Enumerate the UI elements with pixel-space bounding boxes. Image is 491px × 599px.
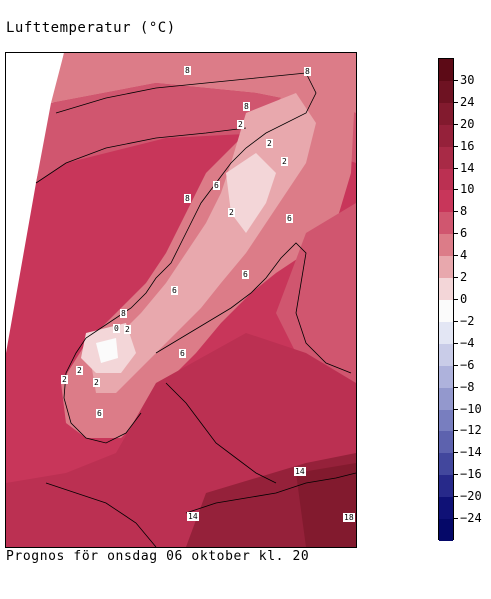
isoline-label: 2 — [237, 120, 244, 129]
legend-tick — [454, 167, 458, 169]
legend-label: 14 — [460, 160, 475, 175]
legend-color-swatch — [439, 256, 453, 279]
isoline-label: 2 — [124, 325, 131, 334]
legend-tick — [454, 299, 458, 300]
legend-color-swatch — [439, 431, 453, 454]
isoline-label: 2 — [61, 375, 68, 384]
legend-label: −6 — [460, 357, 475, 372]
legend-tick — [454, 518, 458, 520]
isoline-label: 2 — [93, 378, 100, 387]
legend-tick — [454, 211, 458, 213]
legend-color-swatch — [439, 234, 453, 257]
isoline-label: 2 — [76, 366, 83, 375]
legend-label: 6 — [460, 226, 468, 241]
isoline-label: 8 — [304, 67, 311, 76]
legend-color-swatch — [439, 80, 453, 104]
legend-color-swatch — [439, 519, 453, 542]
legend-color-swatch — [439, 409, 453, 432]
legend-colorbar — [438, 58, 454, 542]
legend-color-swatch — [439, 168, 453, 191]
isoline-label: 6 — [213, 181, 220, 190]
legend-tick — [454, 408, 458, 410]
isoline-label: 8 — [243, 102, 250, 111]
temperature-map: 8 8 8 2 2 2 6 2 8 6 6 6 6 8 0 2 2 2 6 14… — [5, 52, 357, 548]
legend-color-swatch — [439, 102, 453, 126]
isoline-label: 2 — [281, 157, 288, 166]
legend-label: 24 — [460, 94, 475, 109]
legend-tick — [454, 320, 458, 322]
legend-color-swatch — [439, 278, 453, 301]
isoline-label: 2 — [266, 139, 273, 148]
legend-label: 30 — [460, 72, 475, 87]
isoline-label: 8 — [120, 309, 127, 318]
legend-color-swatch — [439, 212, 453, 235]
forecast-caption: Prognos för onsdag 06 oktober kl. 20 — [6, 549, 310, 564]
isoline-label: 6 — [96, 409, 103, 418]
legend-tick — [454, 430, 458, 432]
legend-tick — [454, 101, 458, 103]
legend-tick — [454, 474, 458, 476]
map-title: Lufttemperatur (°C) — [6, 20, 176, 36]
legend-label: 8 — [460, 204, 468, 219]
legend-color-swatch — [439, 124, 453, 148]
legend-tick — [454, 123, 458, 125]
isoline-label: 6 — [242, 270, 249, 279]
legend-tick — [454, 255, 458, 257]
isoline-label: 14 — [294, 467, 306, 476]
legend-label: −24 — [460, 511, 482, 526]
isoline-label: 6 — [179, 349, 186, 358]
legend-label: −8 — [460, 379, 475, 394]
isoline-label: 2 — [228, 208, 235, 217]
legend-color-swatch — [439, 59, 453, 82]
legend-tick — [454, 452, 458, 454]
legend-color-swatch — [439, 475, 453, 498]
legend-label: 2 — [460, 270, 468, 285]
legend-tick — [454, 386, 458, 388]
isoline-label: 14 — [187, 512, 199, 521]
legend-color-swatch — [439, 453, 453, 476]
legend-label: −14 — [460, 445, 482, 460]
legend-tick — [454, 277, 458, 279]
legend-tick — [454, 364, 458, 366]
legend-label: −2 — [460, 313, 475, 328]
legend-label: −12 — [460, 423, 482, 438]
legend-color-swatch — [439, 321, 453, 345]
legend-tick — [454, 496, 458, 498]
legend-label: −10 — [460, 401, 482, 416]
legend-label: 4 — [460, 248, 468, 263]
legend-label: 10 — [460, 182, 475, 197]
legend-label: 16 — [460, 138, 475, 153]
legend-color-swatch — [439, 146, 453, 170]
legend-label: −20 — [460, 489, 482, 504]
legend-label: 0 — [460, 292, 468, 306]
map-graphic — [6, 53, 356, 547]
legend-color-swatch — [439, 387, 453, 411]
legend-color-swatch — [439, 190, 453, 213]
legend-tick — [454, 145, 458, 147]
legend-tick — [454, 342, 458, 344]
legend-color-swatch — [439, 300, 453, 323]
isoline-label: 18 — [343, 513, 355, 522]
legend-color-swatch — [439, 365, 453, 389]
legend-label: −4 — [460, 335, 475, 350]
isoline-label: 6 — [286, 214, 293, 223]
legend-tick — [454, 189, 458, 191]
legend-color-swatch — [439, 343, 453, 367]
legend-tick — [454, 233, 458, 235]
isoline-label: 8 — [184, 194, 191, 203]
isoline-label: 8 — [184, 66, 191, 75]
legend-label: 20 — [460, 116, 475, 131]
legend-color-swatch — [439, 497, 453, 520]
isoline-label: 6 — [171, 286, 178, 295]
legend-label: −16 — [460, 467, 482, 482]
isoline-label: 0 — [113, 324, 120, 333]
legend-tick — [454, 79, 458, 81]
